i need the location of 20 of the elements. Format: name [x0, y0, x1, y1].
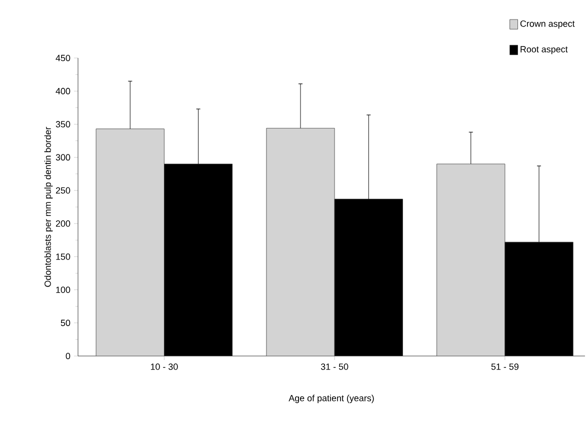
- legend-label: Crown aspect: [520, 20, 575, 29]
- y-tick-label: 100: [56, 286, 70, 293]
- y-tick-label: 450: [56, 54, 70, 62]
- y-tick-label: 150: [56, 253, 70, 260]
- legend-label: Root aspect: [520, 46, 568, 54]
- x-tick-label: 31 - 50: [320, 364, 348, 370]
- y-tick-label: 350: [56, 121, 70, 128]
- bar: [266, 128, 335, 356]
- y-tick-label: 0: [66, 352, 70, 360]
- y-tick-label: 250: [56, 187, 70, 194]
- bar: [96, 128, 164, 356]
- y-tick-label: 300: [56, 154, 70, 161]
- x-axis-title: Age of patient (years): [288, 394, 374, 404]
- y-axis-title: Odontoblasts per mm pulp dentin border: [44, 126, 53, 287]
- bar: [436, 164, 506, 356]
- y-tick-label: 50: [60, 320, 70, 326]
- y-tick-label: 400: [56, 88, 70, 94]
- y-tick-label: 200: [56, 220, 70, 227]
- x-tick-label: 10 - 30: [150, 364, 178, 370]
- x-tick-label: 51 - 59: [491, 364, 518, 370]
